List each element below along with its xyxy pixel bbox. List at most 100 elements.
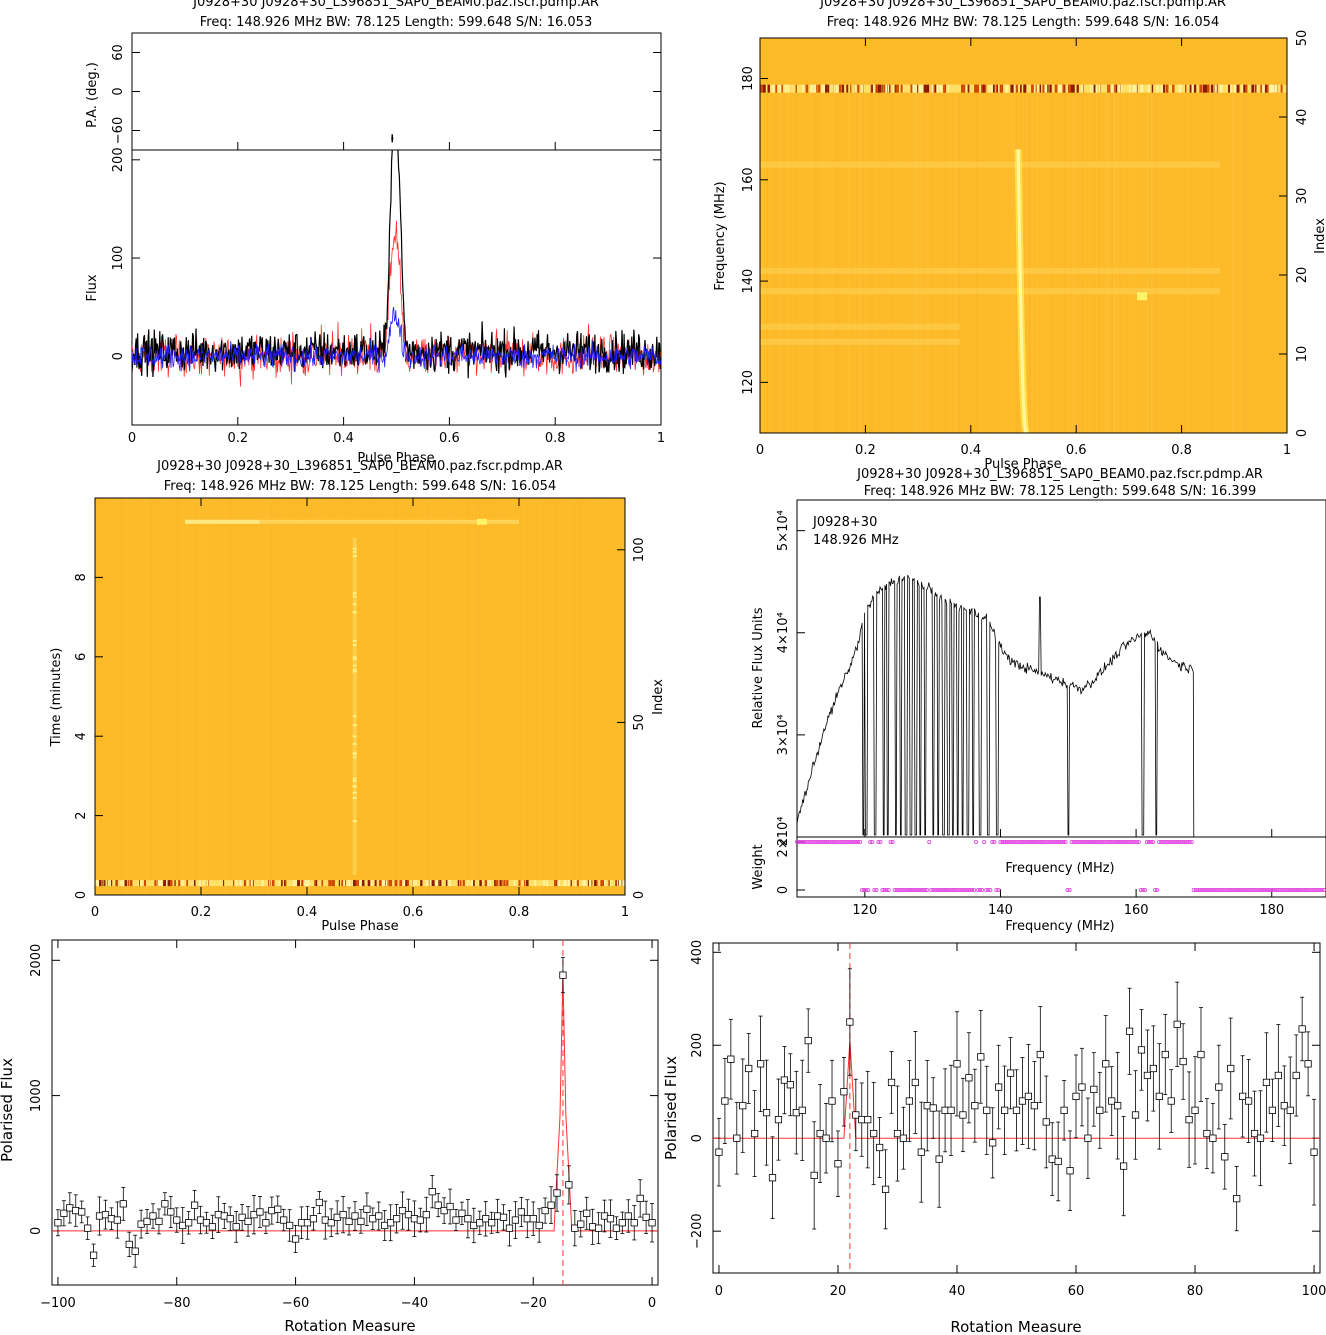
rm4-point-24 xyxy=(196,1216,205,1224)
tp-noise-75 xyxy=(116,498,118,895)
rmr-series xyxy=(713,943,1320,1273)
tp-noise-103 xyxy=(543,498,545,895)
rm4-point-50 xyxy=(351,1212,359,1220)
rm5-point-37 xyxy=(935,1155,943,1163)
tp-row-stripe-84 xyxy=(506,880,509,887)
tp-ytick-label-2: 4 xyxy=(74,732,89,740)
rm4-point-30 xyxy=(232,1223,240,1231)
tp-row-stripe-126 xyxy=(448,880,451,887)
fp-band-stripe-208 xyxy=(974,84,976,93)
fp-band-stripe-163 xyxy=(1234,84,1236,93)
tp-noise-89 xyxy=(498,498,500,895)
tp-noise-27 xyxy=(489,498,491,895)
tp-noise-110 xyxy=(483,498,485,895)
rm4-point-86 xyxy=(565,1181,573,1189)
tp-row-stripe-41 xyxy=(609,880,612,887)
tp-noise-9 xyxy=(133,498,135,895)
weight-point xyxy=(1246,888,1251,893)
tp-pulse-dot-8 xyxy=(352,603,357,606)
rm4-point-6 xyxy=(89,1251,98,1259)
rm5-xtick-label-5: 100 xyxy=(1302,1284,1326,1299)
weight-point xyxy=(1210,888,1215,893)
fp-band-stripe-165 xyxy=(962,84,966,93)
fp-band-stripe-147 xyxy=(988,84,991,93)
tp-row-stripe-166 xyxy=(616,880,619,887)
tp-pulse-dot-15 xyxy=(352,611,357,614)
weight-point xyxy=(1043,840,1048,845)
rm4-point-53 xyxy=(369,1215,377,1223)
fp-band-stripe-211 xyxy=(1115,84,1118,93)
fp-noise-0 xyxy=(970,88,972,433)
fp-band-stripe-180 xyxy=(871,84,873,93)
weight-point xyxy=(1140,888,1145,893)
weight-point xyxy=(1092,840,1097,845)
weight-point xyxy=(937,888,942,893)
weight-point xyxy=(1179,840,1184,845)
tp-noise-109 xyxy=(187,498,189,895)
profile-series-2 xyxy=(132,306,661,373)
tp-noise-79 xyxy=(313,498,315,895)
fp-noise-34 xyxy=(1149,88,1151,433)
rm5-point-23 xyxy=(852,1111,860,1119)
weight-point xyxy=(833,840,838,845)
fp-noise-178 xyxy=(857,88,859,433)
fp-band-stripe-30 xyxy=(1189,84,1192,93)
tp-xtick-label-0: 0 xyxy=(91,905,99,920)
weight-point xyxy=(819,840,824,845)
weight-point xyxy=(919,888,924,893)
rm5-point-55 xyxy=(1042,1118,1050,1126)
weight-point xyxy=(1271,888,1276,893)
fp-band-stripe-225 xyxy=(982,84,985,93)
fp-noise-127 xyxy=(871,88,873,433)
fp-band-stripe-238 xyxy=(1216,84,1218,93)
fp-noise-162 xyxy=(1283,88,1285,433)
weight-point xyxy=(1291,888,1296,893)
fp-band-4 xyxy=(760,161,1220,168)
weight-point xyxy=(1028,840,1033,845)
rm5-point-100 xyxy=(1310,1148,1318,1156)
fp-band-stripe-138 xyxy=(802,84,805,93)
weight-point xyxy=(892,888,897,893)
tp-noise-38 xyxy=(374,498,376,895)
fp-band-stripe-233 xyxy=(1214,84,1216,93)
tp-noise-143 xyxy=(568,498,570,895)
tp-noise-23 xyxy=(407,498,409,895)
rm4-point-69 xyxy=(464,1215,472,1223)
rm5-point-47 xyxy=(995,1083,1003,1091)
fp-band-stripe-169 xyxy=(787,84,790,93)
pa-ytick-label-2: 60 xyxy=(111,44,126,61)
weight-point xyxy=(1108,840,1113,845)
rm5-point-3 xyxy=(733,1134,741,1142)
fp-ylabel: Frequency (MHz) xyxy=(713,181,728,290)
fp-noise-8 xyxy=(1246,88,1248,433)
fp-band-stripe-25 xyxy=(837,84,839,93)
weight-point xyxy=(913,888,918,893)
tp-pulse-dot-28 xyxy=(352,670,357,673)
fp-noise-29 xyxy=(877,88,879,433)
rm4-point-9 xyxy=(107,1215,116,1223)
tp-heatmap xyxy=(95,498,625,895)
tp-row-stripe-119 xyxy=(246,880,249,887)
fp-band-stripe-66 xyxy=(781,84,783,93)
tp-row-stripe-191 xyxy=(129,880,133,887)
tp-row-stripe-70 xyxy=(206,880,209,887)
tp-pulse-dot-20 xyxy=(352,780,357,783)
fp-noise-130 xyxy=(1047,88,1049,433)
fp-noise-27 xyxy=(760,88,762,433)
tp-noise-1 xyxy=(538,498,540,895)
fp-band-stripe-144 xyxy=(883,84,886,93)
fp-noise-56 xyxy=(932,88,934,433)
fp-noise-17 xyxy=(993,88,995,433)
rm5-point-19 xyxy=(828,1097,836,1105)
fp-band-stripe-32 xyxy=(1090,84,1092,93)
weight-point xyxy=(880,888,885,893)
fp-noise-165 xyxy=(815,88,817,433)
fp-y2tick-label-5: 50 xyxy=(1295,30,1310,47)
rm5-point-74 xyxy=(1155,1092,1163,1100)
weight-point xyxy=(1309,888,1314,893)
weight-point xyxy=(1055,840,1060,845)
weight-point xyxy=(829,840,834,845)
fp-title-line2: Freq: 148.926 MHz BW: 78.125 Length: 599… xyxy=(827,15,1219,30)
tp-row-stripe-74 xyxy=(412,880,415,887)
